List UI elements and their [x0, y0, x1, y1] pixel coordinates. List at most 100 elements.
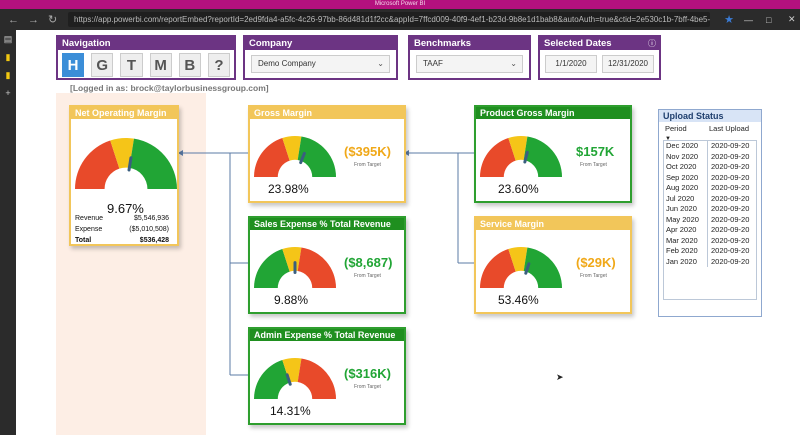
service-margin-diff: ($29K) [576, 255, 616, 270]
expense-row: Expense ($5,010,508) [75, 224, 169, 235]
last-upload-cell: 2020-09-20 [711, 151, 750, 161]
report-canvas: Navigation H G T M B ? Company Demo Comp… [16, 30, 800, 435]
benchmarks-title: Benchmarks [410, 37, 529, 50]
col-last-upload[interactable]: Last Upload [709, 124, 750, 133]
close-icon[interactable]: ✕ [788, 14, 796, 24]
gauge-segment [254, 249, 290, 288]
last-upload-cell: 2020-09-20 [711, 141, 750, 150]
gross-margin-gauge [254, 136, 336, 177]
period-cell: Oct 2020 [664, 162, 708, 173]
gauge-segment [254, 138, 290, 177]
nav-help-button[interactable]: ? [207, 53, 231, 77]
revenue-label: Revenue [75, 215, 104, 222]
forward-icon[interactable]: → [28, 13, 39, 26]
tab-icon[interactable]: ▤ [3, 34, 13, 44]
table-row: Jul 2020 2020-09-20 [664, 193, 756, 204]
period-cell: Sep 2020 [664, 172, 708, 183]
gauge-needle [524, 262, 531, 275]
gross-margin-from-label: From Target [354, 162, 381, 168]
table-row: Sep 2020 2020-09-20 [664, 172, 756, 183]
last-upload-cell: 2020-09-20 [711, 214, 750, 224]
expense-value: ($5,010,508) [129, 226, 169, 233]
maximize-icon[interactable]: □ [766, 14, 772, 25]
gauge-segment [282, 136, 302, 161]
benchmarks-value: TAAF [423, 59, 443, 68]
connector-lines [178, 150, 474, 376]
nav-t-button[interactable]: T [120, 53, 143, 77]
net-operating-gauge [75, 138, 177, 189]
minimize-icon[interactable]: — [744, 14, 753, 25]
sales-expense-card[interactable]: Sales Expense % Total Revenue 9.88% ($8,… [248, 216, 406, 314]
gross-margin-card[interactable]: Gross Margin 23.98% ($395K) From Target [248, 105, 406, 203]
navigation-panel: Navigation H G T M B ? [56, 35, 236, 80]
nav-b-button[interactable]: B [178, 53, 201, 77]
gauge-segment [129, 138, 177, 189]
refresh-icon[interactable]: ↻ [48, 14, 58, 26]
gauge-segment [508, 247, 528, 272]
last-upload-cell: 2020-09-20 [711, 256, 750, 266]
gauge-needle [127, 156, 133, 172]
product-gross-gauge [480, 136, 562, 177]
end-date-input[interactable]: 12/31/2020 [602, 55, 654, 73]
sales-expense-from-label: From Target [354, 273, 381, 279]
nav-home-button[interactable]: H [62, 53, 85, 77]
table-row: May 2020 2020-09-20 [664, 214, 756, 225]
powerbi-tab-icon-2[interactable]: ▮ [5, 70, 11, 80]
address-bar-row: ← → ↻ https://app.powerbi.com/reportEmbe… [0, 9, 800, 30]
product-gross-percent: 23.60% [498, 182, 539, 196]
net-operating-breakdown: Revenue $5,546,936 Expense ($5,010,508) … [75, 213, 169, 246]
period-cell: Mar 2020 [664, 235, 708, 246]
product-gross-diff: $157K [576, 144, 615, 159]
total-row: Total $536,428 [75, 235, 169, 246]
last-upload-cell: 2020-09-20 [711, 183, 750, 192]
product-gross-from-label: From Target [580, 162, 607, 168]
admin-expense-card[interactable]: Admin Expense % Total Revenue 14.31% ($3… [248, 327, 406, 425]
table-row: Dec 2020 2020-09-20 [664, 141, 756, 152]
period-cell: Jun 2020 [664, 204, 708, 215]
company-value: Demo Company [258, 59, 316, 68]
favorite-star-icon[interactable]: ★ [724, 14, 734, 26]
nav-g-button[interactable]: G [91, 53, 114, 77]
total-value: $536,428 [139, 237, 169, 244]
gauge-segment [282, 358, 302, 383]
table-row: Apr 2020 2020-09-20 [664, 225, 756, 236]
gauge-segment [75, 140, 120, 189]
period-cell: Nov 2020 [664, 151, 708, 162]
url-field[interactable]: https://app.powerbi.com/reportEmbed?repo… [68, 12, 711, 27]
sales-expense-percent: 9.88% [274, 293, 309, 307]
company-dropdown[interactable]: Demo Company ⌄ [251, 55, 390, 73]
admin-expense-diff: ($316K) [344, 366, 391, 381]
side-toolbar: ▤ ▮ ▮ + [0, 30, 16, 435]
gauge-segment [480, 138, 516, 177]
navigation-title: Navigation [58, 37, 234, 50]
gauge-segment [508, 136, 528, 161]
expense-label: Expense [75, 226, 103, 233]
gauge-segment [282, 247, 302, 272]
browser-chrome: Microsoft Power BI ← → ↻ https://app.pow… [0, 0, 800, 30]
gauge-segment [297, 247, 336, 288]
last-upload-cell: 2020-09-20 [711, 225, 750, 234]
dates-title: Selected Dates [540, 37, 659, 50]
benchmarks-dropdown[interactable]: TAAF ⌄ [416, 55, 523, 73]
net-operating-margin-title: Net Operating Margin [71, 107, 177, 119]
back-icon[interactable]: ← [8, 13, 19, 26]
period-cell: Dec 2020 [664, 141, 708, 152]
powerbi-tab-icon[interactable]: ▮ [5, 52, 11, 62]
gauge-needle [299, 151, 306, 165]
gross-margin-title: Gross Margin [250, 107, 404, 119]
last-upload-cell: 2020-09-20 [711, 162, 750, 171]
gauge-segment [110, 138, 134, 169]
add-tab-icon[interactable]: + [5, 88, 11, 98]
start-date-input[interactable]: 1/1/2020 [545, 55, 597, 73]
last-upload-cell: 2020-09-20 [711, 172, 750, 182]
admin-expense-from-label: From Target [354, 384, 381, 390]
nav-m-button[interactable]: M [149, 53, 172, 77]
table-row: Nov 2020 2020-09-20 [664, 151, 756, 162]
service-margin-card[interactable]: Service Margin 53.46% ($29K) From Target [474, 216, 632, 314]
info-icon[interactable]: ⓘ [648, 39, 656, 48]
net-operating-margin-card[interactable]: Net Operating Margin 9.67% Revenue $5,54… [69, 105, 179, 246]
mouse-cursor-icon: ➤ [556, 372, 564, 382]
product-gross-margin-card[interactable]: Product Gross Margin 23.60% $157K From T… [474, 105, 632, 203]
gauge-segment [297, 136, 336, 177]
col-period[interactable]: Period ▼ [665, 124, 687, 142]
